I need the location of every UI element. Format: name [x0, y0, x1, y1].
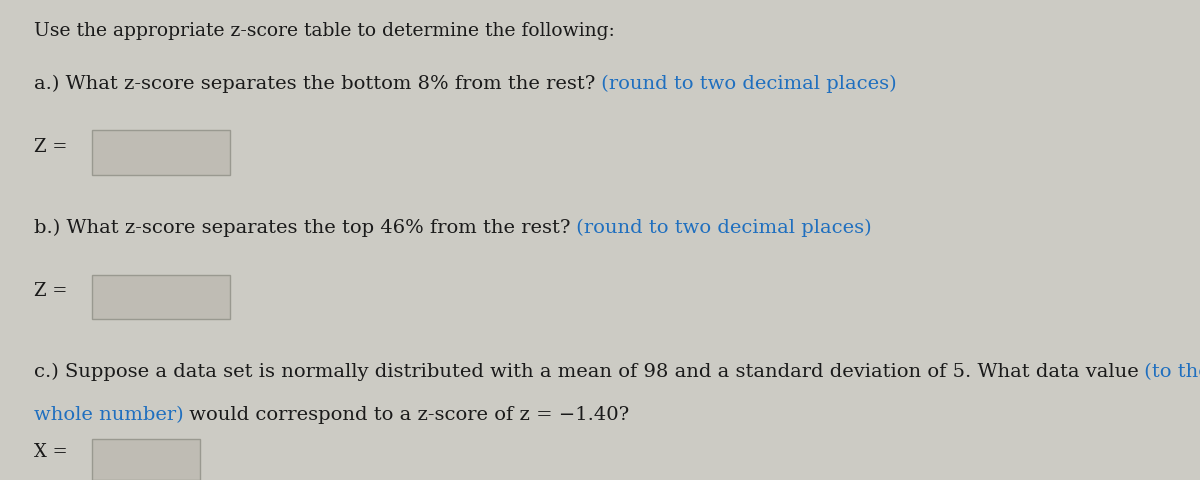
Text: a.) What z-score separates the bottom 8% from the rest?: a.) What z-score separates the bottom 8%… — [34, 74, 595, 93]
Text: (round to two decimal places): (round to two decimal places) — [595, 74, 896, 93]
FancyBboxPatch shape — [92, 131, 230, 175]
Text: Z =: Z = — [34, 281, 67, 300]
FancyBboxPatch shape — [92, 275, 230, 319]
Text: Use the appropriate z-score table to determine the following:: Use the appropriate z-score table to det… — [34, 22, 614, 39]
Text: X =: X = — [34, 442, 67, 460]
Text: whole number): whole number) — [34, 406, 184, 423]
Text: b.) What z-score separates the top 46% from the rest?: b.) What z-score separates the top 46% f… — [34, 218, 570, 237]
Text: Z =: Z = — [34, 137, 67, 156]
Text: (round to two decimal places): (round to two decimal places) — [570, 218, 871, 237]
Text: (to the nearest: (to the nearest — [1139, 362, 1200, 380]
Text: would correspond to a z-score of z = −1.40?: would correspond to a z-score of z = −1.… — [184, 406, 630, 423]
Text: c.) Suppose a data set is normally distributed with a mean of 98 and a standard : c.) Suppose a data set is normally distr… — [34, 362, 1139, 381]
FancyBboxPatch shape — [92, 439, 200, 480]
